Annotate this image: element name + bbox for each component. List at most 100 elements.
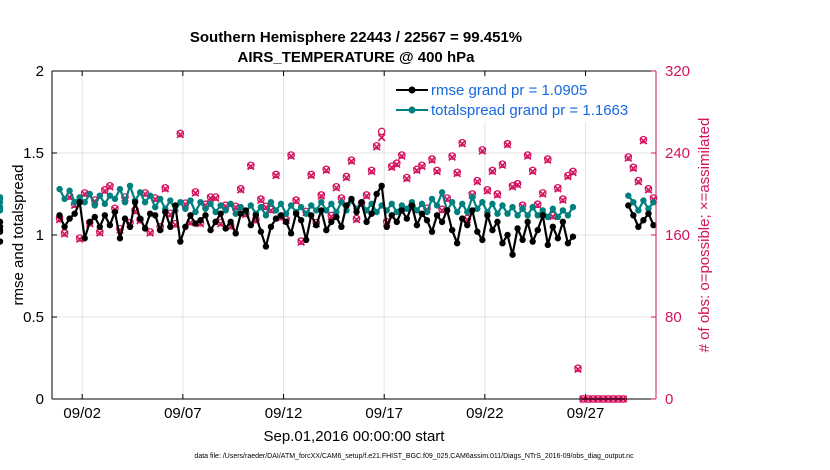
obs-assimilated-marker-46 [287,152,295,160]
totalspread-point-30 [207,200,214,208]
rmse-point-48 [297,217,305,224]
totalspread-point-78 [448,199,456,206]
totalspread-point-83 [474,205,481,212]
obs-assimilated-marker-64 [377,133,386,142]
rmse-point-122 [0,228,4,235]
rmse-point-93 [524,218,531,226]
obs-possible-marker-43 [272,170,280,179]
obs-possible-marker-64 [377,127,386,136]
totalspread-point-93 [524,212,531,219]
obs-assimilated-marker-58 [347,157,356,166]
obs-possible-marker-47 [292,196,300,204]
rmse-point-7 [91,213,98,221]
obs-assimilated-marker-47 [292,197,300,206]
obs-assimilated-marker-72 [418,162,426,171]
obs-assimilated-marker-99 [553,185,562,193]
obs-assimilated-marker-103 [574,365,582,374]
obs-possible-marker-38 [246,161,255,170]
obs-possible-marker-53 [322,165,331,174]
x-tick-label-2: 09/12 [265,405,303,422]
rmse-point-29 [202,212,209,219]
totalspread-point-96 [539,207,546,214]
totalspread-point-82 [469,194,476,201]
totalspread-point-98 [549,205,557,212]
totalspread-point-4 [76,194,83,201]
rmse-point-53 [323,226,330,234]
rmse-point-22 [167,223,174,230]
rmse-point-83 [474,228,481,235]
rmse-point-115 [635,223,642,230]
totalspread-point-25 [182,205,189,212]
obs-possible-marker-50 [307,170,316,179]
obs-assimilated-marker-36 [236,186,245,194]
obs-assimilated-marker-61 [362,192,371,200]
rmse-point-66 [388,212,395,219]
rmse-point-117 [645,210,652,217]
totalspread-point-76 [438,189,446,196]
obs-assimilated-marker-69 [402,174,411,183]
rmse-point-24 [177,238,184,245]
y2-axis-label: # of obs: o=possible; ×=assimilated [696,118,713,353]
obs-assimilated-marker-1 [60,230,69,238]
rmse-point-114 [630,212,637,219]
obs-assimilated-marker-80 [458,139,467,148]
rmse-point-10 [106,221,114,229]
rmse-point-27 [192,220,199,227]
rmse-point-64 [378,182,385,189]
obs-assimilated-marker-59 [352,215,361,224]
rmse-point-75 [433,212,441,219]
obs-assimilated-marker-53 [322,166,331,175]
totalspread-point-95 [534,212,541,219]
obs-assimilated-marker-88 [498,161,507,170]
x-axis-ticks: 09/02 09/07 09/12 09/17 09/22 09/27 [63,71,604,422]
rmse-point-9 [101,212,109,219]
obs-possible-marker-58 [347,156,356,165]
y2-axis-ticks: 0 80 160 240 320 [651,63,690,408]
obs-assimilated-marker-68 [397,152,406,160]
rmse-point-69 [403,215,411,222]
totalspread-point-116 [640,197,647,204]
y2-tick-label-1: 80 [665,309,682,326]
totalspread-point-29 [202,205,209,212]
y-tick-label-4: 2 [36,63,44,80]
obs-possible-marker-69 [402,173,411,182]
obs-assimilated-marker-24 [176,130,185,139]
totalspread-point-35 [232,210,239,217]
y2-tick-label-3: 240 [665,145,690,162]
y2-tick-label-4: 320 [665,63,690,80]
rmse-point-73 [423,217,431,224]
obs-assimilated-marker-75 [433,167,441,176]
totalspread-point-74 [428,195,436,203]
totalspread-point-94 [529,203,536,211]
obs-possible-marker-99 [553,184,562,192]
rmse-point-68 [398,207,406,214]
totalspread-point-86 [489,200,496,208]
y-tick-label-0: 0 [36,391,44,408]
rmse-point-52 [318,207,325,214]
totalspread-point-92 [519,205,526,212]
totalspread-point-75 [433,202,441,209]
obs-assimilated-marker-86 [488,167,497,176]
totalspread-point-87 [494,210,501,217]
totalspread-series [0,182,657,221]
totalspread-point-8 [96,192,104,199]
obs-possible-marker-102 [569,167,577,176]
obs-possible-marker-46 [287,151,295,159]
legend-spread-label: totalspread grand pr = 1.1663 [431,102,628,119]
obs-assimilated-marker-91 [513,180,522,189]
totalspread-point-31 [212,208,219,216]
obs-possible-marker-79 [453,168,462,177]
totalspread-point-24 [177,199,184,206]
rmse-point-82 [469,207,476,214]
obs-possible-marker-93 [523,151,532,159]
obs-assimilated-marker-62 [367,167,376,176]
x-tick-label-3: 09/17 [365,405,403,422]
rmse-point-16 [136,215,144,222]
totalspread-point-72 [418,200,426,208]
obs-possible-marker-113 [624,153,633,161]
rmse-point-79 [453,240,461,247]
obs-possible-marker-62 [367,166,376,175]
totalspread-point-102 [569,203,577,211]
totalspread-point-10 [106,192,114,199]
obs-assimilated-marker-113 [624,154,633,162]
